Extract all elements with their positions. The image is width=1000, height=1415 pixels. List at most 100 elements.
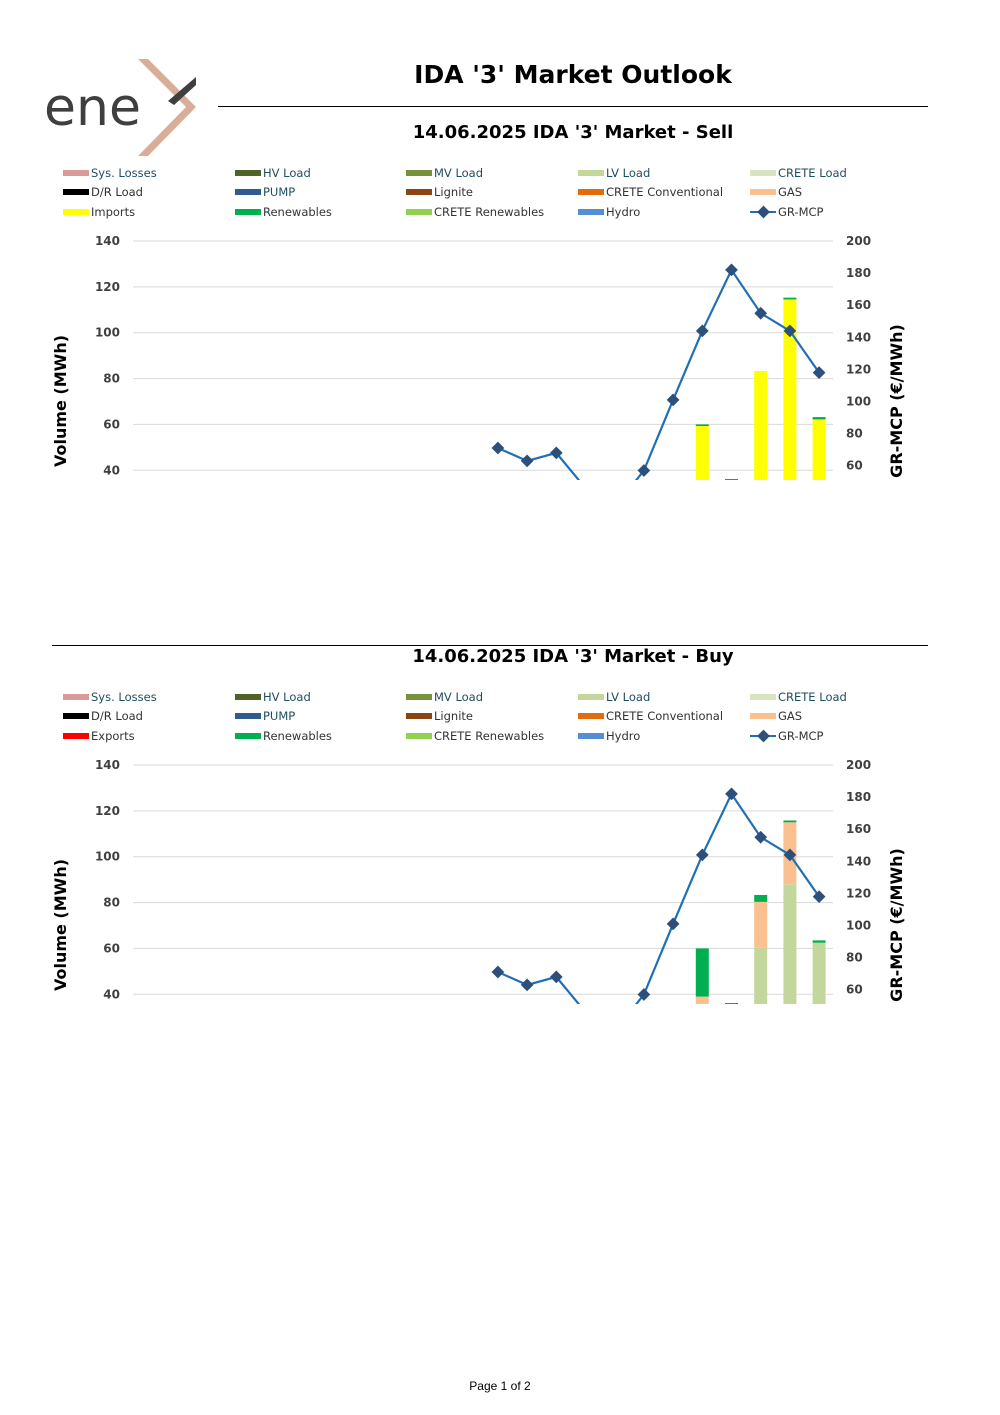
chart-0-legend-label-lignite: Lignite <box>434 185 473 199</box>
chart-1-legend-marker-swatch <box>757 729 770 743</box>
chart-0-legend-swatch-lignite <box>406 189 432 195</box>
chart-0-bar-renewables-20 <box>695 424 709 427</box>
chart-0-legend-label-imports: Imports <box>91 205 135 219</box>
chart-0-y2-tick: 140 <box>846 330 871 344</box>
chart-0-legend-lv-load: LV Load <box>578 166 650 180</box>
chart-0-legend-label-crete-load: CRETE Load <box>778 166 847 180</box>
chart-0-bar-renewables-24 <box>812 417 826 420</box>
chart-1-legend-exports: Exports <box>63 729 135 743</box>
chart-0-legend-crete-conventional: CRETE Conventional <box>578 185 723 199</box>
chart-0-legend-label-crete-renewables: CRETE Renewables <box>434 205 544 219</box>
chart-0-y2-tick: 160 <box>846 298 871 312</box>
chart-0-legend-crete-load: CRETE Load <box>750 166 847 180</box>
chart-0-bar-imports-22 <box>754 371 768 480</box>
chart-1-mcp-point-20 <box>695 848 709 862</box>
chart-1-bar-renewables-22 <box>754 895 768 902</box>
chart-0-legend-swatch-pump <box>235 189 261 195</box>
chart-0-legend-gr-mcp: GR-MCP <box>750 205 824 219</box>
chart-0-mcp-point-19 <box>666 393 680 407</box>
chart-1-legend-label-gr-mcp: GR-MCP <box>778 729 824 743</box>
chart-1-title: 14.06.2025 IDA '3' Market - Buy <box>412 646 734 667</box>
chart-1-legend-label-hv-load: HV Load <box>263 690 311 704</box>
chart-0-legend-hydro: Hydro <box>578 205 640 219</box>
chart-0-legend-hv-load: HV Load <box>235 166 311 180</box>
chart-0-y2-tick: 200 <box>846 234 871 248</box>
chart-1-y-axis-label: Volume (MWh) <box>51 859 70 991</box>
chart-0-legend-gas: GAS <box>750 185 802 199</box>
chart-1-mcp-point-22 <box>754 830 768 844</box>
chart-1-legend-label-crete-conventional: CRETE Conventional <box>606 709 723 723</box>
chart-0-legend-swatch-sys-losses <box>63 170 89 176</box>
chart-0-mcp-point-21 <box>725 263 738 277</box>
chart-0-legend-label-gas: GAS <box>778 185 802 199</box>
chart-1-y2-tick: 160 <box>846 822 871 836</box>
chart-1-y2-tick: 140 <box>846 854 871 868</box>
section-divider <box>52 645 928 646</box>
chart-0-y2-tick: 60 <box>846 459 863 473</box>
chart-1-legend-mv-load: MV Load <box>406 690 483 704</box>
chart-0-mcp-point-14 <box>520 454 534 468</box>
chart-1-legend-lv-load: LV Load <box>578 690 650 704</box>
chart-1-y-tick: 40 <box>103 987 120 1001</box>
chart-1-y2-tick: 200 <box>846 758 871 772</box>
chart-1-legend-swatch-pump <box>235 713 261 719</box>
chart-0-y2-axis-label: GR-MCP (€/MWh) <box>887 324 906 478</box>
chart-0-y-tick: 80 <box>103 372 120 386</box>
chart-1-legend-crete-conventional: CRETE Conventional <box>578 709 723 723</box>
chart-0-bar-imports-23 <box>783 299 797 480</box>
chart-1-legend-gr-mcp: GR-MCP <box>750 729 824 743</box>
chart-0-legend-marker-swatch <box>757 205 770 219</box>
chart-1-mcp-line <box>497 791 821 1004</box>
chart-1-legend-label-gas: GAS <box>778 709 802 723</box>
logo-wordmark: ene <box>44 78 141 138</box>
chart-0-y-tick: 120 <box>95 280 120 294</box>
chart-0-legend-label-hv-load: HV Load <box>263 166 311 180</box>
title-divider <box>218 106 928 107</box>
chart-0-legend-imports: Imports <box>63 205 135 219</box>
logo-x-mark <box>138 59 196 156</box>
chart-0-legend-label-sys-losses: Sys. Losses <box>91 166 157 180</box>
chart-0-y2-tick: 180 <box>846 266 871 280</box>
chart-0-legend-label-mv-load: MV Load <box>434 166 483 180</box>
chart-1-y2-tick: 120 <box>846 886 871 900</box>
chart-1-y-tick: 80 <box>103 896 120 910</box>
chart-1-legend-gas: GAS <box>750 709 802 723</box>
chart-1-legend-swatch-exports <box>63 733 89 739</box>
chart-1-legend-swatch-hydro <box>578 733 604 739</box>
chart-1-legend-renewables: Renewables <box>235 729 332 743</box>
chart-1-legend-swatch-mv-load <box>406 694 432 700</box>
chart-0-legend-swatch-hydro <box>578 209 604 215</box>
chart-1-mcp-point-21 <box>725 787 738 801</box>
chart-1-legend-crete-load: CRETE Load <box>750 690 847 704</box>
chart-0-legend-mv-load: MV Load <box>406 166 483 180</box>
chart-1-y2-tick: 60 <box>846 983 863 997</box>
chart-0-legend-swatch-lv-load <box>578 170 604 176</box>
chart-1-legend-hydro: Hydro <box>578 729 640 743</box>
chart-1-y2-tick: 180 <box>846 790 871 804</box>
chart-0-bar-renewables-21 <box>725 478 738 480</box>
chart-1-bar-renewables-20 <box>695 948 709 997</box>
chart-1-bar-lv-load-24 <box>812 942 826 1004</box>
chart-0-legend-swatch-d-r-load <box>63 189 89 195</box>
chart-0-legend-label-gr-mcp: GR-MCP <box>778 205 824 219</box>
chart-1-y2-axis-label: GR-MCP (€/MWh) <box>887 848 906 1002</box>
chart-1-bar-lv-load-22 <box>754 947 768 1004</box>
chart-1-legend-label-d-r-load: D/R Load <box>91 709 143 723</box>
chart-0-legend-swatch-imports <box>63 209 89 215</box>
chart-1-bar-renewables-21 <box>725 1002 738 1004</box>
enex-logo: ene <box>44 59 196 156</box>
chart-1-legend-crete-renewables: CRETE Renewables <box>406 729 544 743</box>
chart-1-legend-label-sys-losses: Sys. Losses <box>91 690 157 704</box>
chart-0-legend-swatch-gas <box>750 189 776 195</box>
chart-1-y-tick: 60 <box>103 941 120 955</box>
chart-0-legend-label-hydro: Hydro <box>606 205 640 219</box>
chart-0-legend-sys-losses: Sys. Losses <box>63 166 157 180</box>
chart-0-mcp-point-22 <box>754 306 768 320</box>
chart-1-legend-label-pump: PUMP <box>263 709 295 723</box>
chart-0-legend-lignite: Lignite <box>406 185 473 199</box>
chart-1-legend-swatch-crete-renewables <box>406 733 432 739</box>
chart-0-legend-swatch-mv-load <box>406 170 432 176</box>
chart-1-legend-lignite: Lignite <box>406 709 473 723</box>
chart-0-legend-label-renewables: Renewables <box>263 205 332 219</box>
page-footer: Page 1 of 2 <box>469 1379 531 1393</box>
